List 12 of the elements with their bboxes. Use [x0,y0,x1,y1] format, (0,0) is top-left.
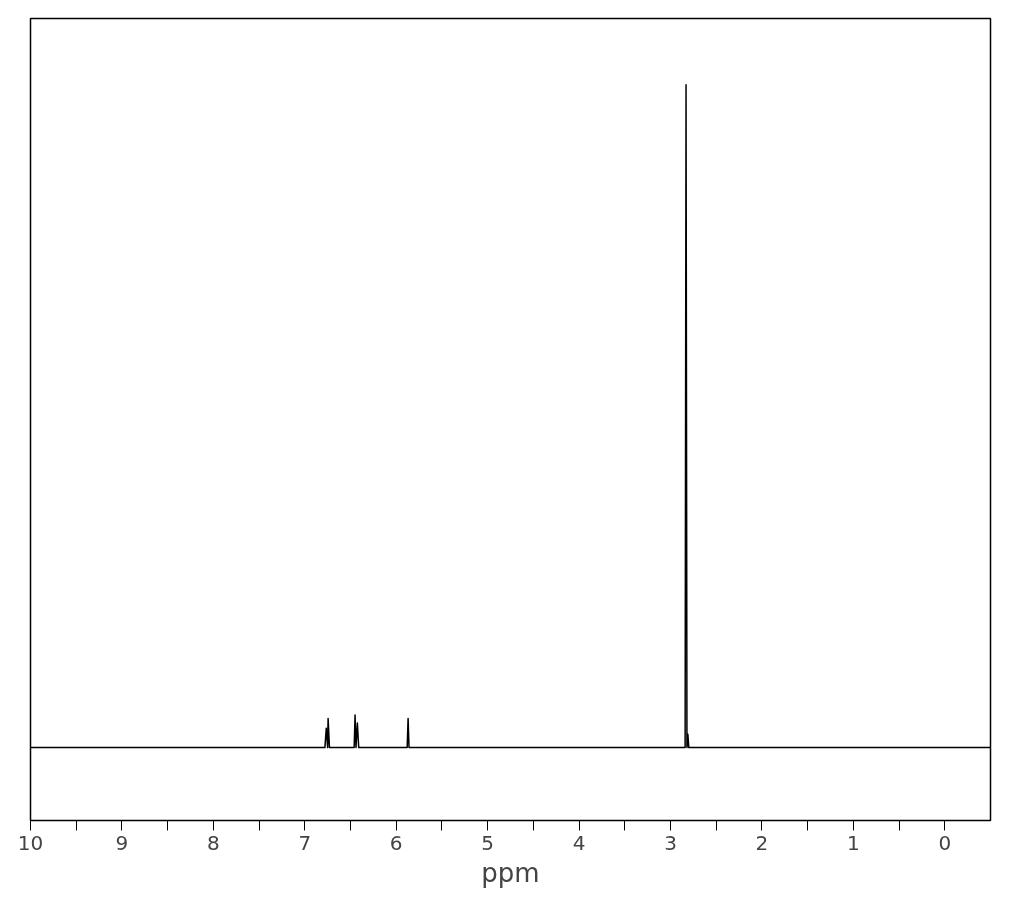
x-tick-label: 8 [206,830,220,855]
x-axis-title: ppm [481,857,540,888]
x-tick-label: 4 [572,830,586,855]
x-tick-label: 6 [389,830,403,855]
x-tick-label: 7 [298,830,312,855]
x-tick-label: 3 [664,830,677,855]
x-tick-label: 5 [481,830,495,855]
x-tick-label: 10 [17,830,44,855]
x-tick-label: 1 [846,830,860,855]
x-tick-label: 9 [115,830,129,855]
x-tick-label: 0 [938,830,952,855]
x-tick-label: 2 [755,830,769,855]
